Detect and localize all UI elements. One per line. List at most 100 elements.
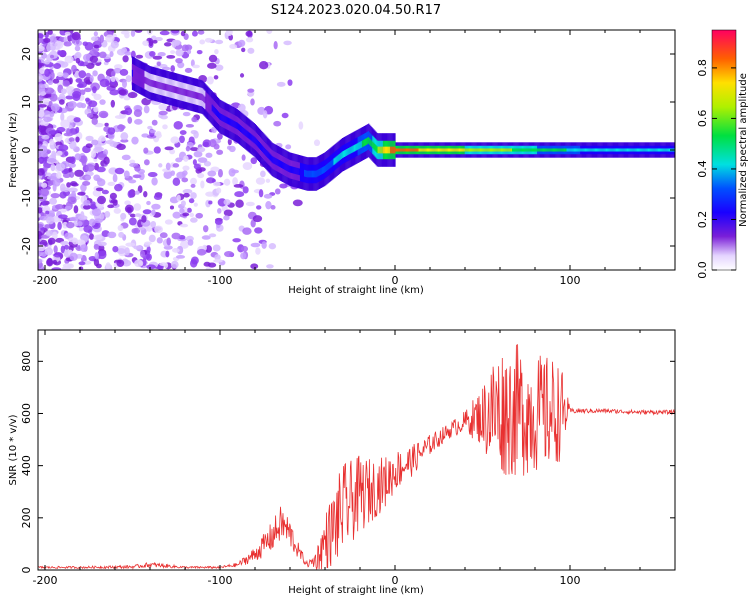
snr-series-line: [38, 344, 675, 570]
spectrogram-noise-blob: [152, 39, 158, 44]
spectrogram-noise-blob: [242, 162, 253, 170]
spectrogram-noise-blob: [124, 204, 134, 214]
spectrogram-noise-blob: [71, 31, 81, 41]
spectrogram-noise-blob: [207, 62, 217, 69]
spectrogram-noise-blob: [38, 33, 44, 39]
spectrogram-noise-blob: [190, 259, 198, 268]
spectrogram-noise-blob: [53, 178, 61, 187]
spectrogram-noise-blob: [92, 86, 97, 94]
spectrogram-noise-blob: [71, 190, 76, 199]
y-tick-label: 20: [20, 47, 33, 61]
spectrogram-noise-blob: [229, 44, 238, 49]
spectrogram-noise-blob: [193, 202, 198, 207]
spectrogram-noise-blob: [107, 127, 116, 135]
spectrogram-noise-blob: [98, 51, 107, 59]
spectrogram-noise-blob: [212, 181, 221, 187]
spectrogram-noise-blob: [273, 120, 282, 127]
spectrogram-noise-blob: [97, 250, 107, 260]
spectrogram-noise-blob: [134, 118, 143, 125]
spectrogram-noise-blob: [105, 34, 115, 43]
spectrogram-noise-blob: [133, 245, 143, 250]
spectrogram-noise-blob: [60, 241, 70, 246]
spectrogram-noise-blob: [38, 106, 41, 112]
spectrogram-noise-blob: [228, 168, 236, 177]
spectrogram-noise-blob: [66, 221, 75, 229]
spectrogram-noise-blob: [59, 93, 66, 100]
spectrogram-noise-blob: [120, 138, 129, 143]
x-tick-label: -100: [208, 574, 233, 587]
spectrogram-noise-blob: [85, 72, 91, 78]
spectrogram-noise-blob: [134, 190, 140, 195]
spectrogram-noise-blob: [201, 235, 211, 240]
spectrogram-noise-blob: [78, 70, 87, 79]
spectrogram-noise-blob: [114, 183, 123, 192]
colorbar-tick-label: 0.2: [696, 211, 709, 229]
spectrogram-noise-blob: [88, 100, 98, 108]
spectrogram-noise-blob: [56, 150, 63, 156]
spectrogram-noise-blob: [73, 117, 81, 123]
y-tick-label: 800: [20, 351, 33, 372]
spectrogram-noise-blob: [44, 68, 51, 77]
spectrogram-noise-blob: [93, 31, 98, 37]
spectrogram-noise-blob: [38, 207, 43, 214]
spectrogram-noise-blob: [170, 136, 180, 144]
spectrogram-noise-blob: [85, 175, 92, 181]
spectrogram-noise-blob: [96, 177, 103, 182]
spectrogram-noise-blob: [216, 133, 223, 140]
spectrogram-noise-blob: [143, 190, 148, 198]
spectrogram-noise-blob: [203, 225, 209, 233]
spectrogram-noise-blob: [63, 41, 72, 47]
spectrogram-noise-blob: [159, 232, 168, 239]
spectrogram-noise-blob: [130, 30, 136, 37]
spectrogram-noise-blob: [76, 102, 84, 108]
spectrogram-noise-blob: [49, 197, 58, 205]
spectrogram-noise-blob: [110, 70, 116, 78]
spectrogram-noise-blob: [39, 67, 45, 75]
spectrogram-noise-blob: [202, 142, 209, 147]
spectrogram-noise-blob: [74, 153, 82, 161]
spectrogram-noise-blob: [112, 246, 119, 253]
spectrogram-noise-blob: [134, 30, 143, 33]
spectrogram-noise-blob: [92, 189, 102, 197]
spectrogram-noise-blob: [124, 247, 130, 256]
spectrogram-noise-blob: [138, 172, 145, 181]
spectrogram-noise-blob: [233, 184, 244, 188]
spectrogram-noise-blob: [89, 74, 94, 83]
y-tick-label: -10: [20, 189, 33, 207]
spectrogram-noise-blob: [67, 237, 78, 243]
spectrogram-noise-blob: [250, 157, 258, 165]
spectrogram-noise-blob: [44, 247, 54, 256]
spectrogram-noise-blob: [214, 49, 219, 55]
spectrogram-noise-blob: [228, 145, 236, 153]
spectrogram-noise-blob: [255, 247, 261, 255]
spectrogram-noise-blob: [241, 47, 246, 53]
spectrogram-noise-blob: [58, 144, 69, 152]
spectrogram-noise-blob: [298, 121, 304, 130]
spectrogram-noise-blob: [199, 39, 206, 45]
spectrogram-noise-blob: [50, 54, 55, 59]
spectrogram-noise-blob: [43, 116, 53, 123]
spectrogram-noise-blob: [125, 75, 132, 83]
spectrogram-noise-blob: [57, 50, 67, 56]
spectrogram-noise-blob: [182, 212, 190, 217]
spectrogram-noise-blob: [83, 225, 93, 233]
spectrogram-noise-blob: [44, 224, 51, 229]
spectrogram-noise-blob: [206, 76, 214, 85]
spectrogram-noise-blob: [128, 217, 137, 226]
spectrogram-noise-blob: [52, 231, 58, 240]
spectrogram-noise-blob: [189, 212, 195, 218]
spectrogram-noise-blob: [124, 32, 130, 39]
spectrogram-noise-blob: [208, 54, 218, 63]
y-tick-label: 400: [20, 455, 33, 476]
spectrogram-noise-blob: [170, 50, 176, 55]
spectrogram-noise-blob: [134, 259, 144, 268]
spectrogram-noise-blob: [169, 149, 176, 155]
spectrogram-noise-blob: [109, 51, 114, 58]
spectrogram-noise-blob: [183, 155, 189, 162]
y-tick-label: 600: [20, 403, 33, 424]
spectrogram-noise-blob: [187, 239, 194, 246]
spectrogram-noise-blob: [207, 170, 217, 177]
colorbar: 0.0 0.2 0.4 0.6 0.8 Normalized spectral ampl…: [696, 29, 749, 279]
spectrogram-noise-blob: [38, 156, 48, 164]
spectrogram-noise-blob: [153, 146, 161, 154]
